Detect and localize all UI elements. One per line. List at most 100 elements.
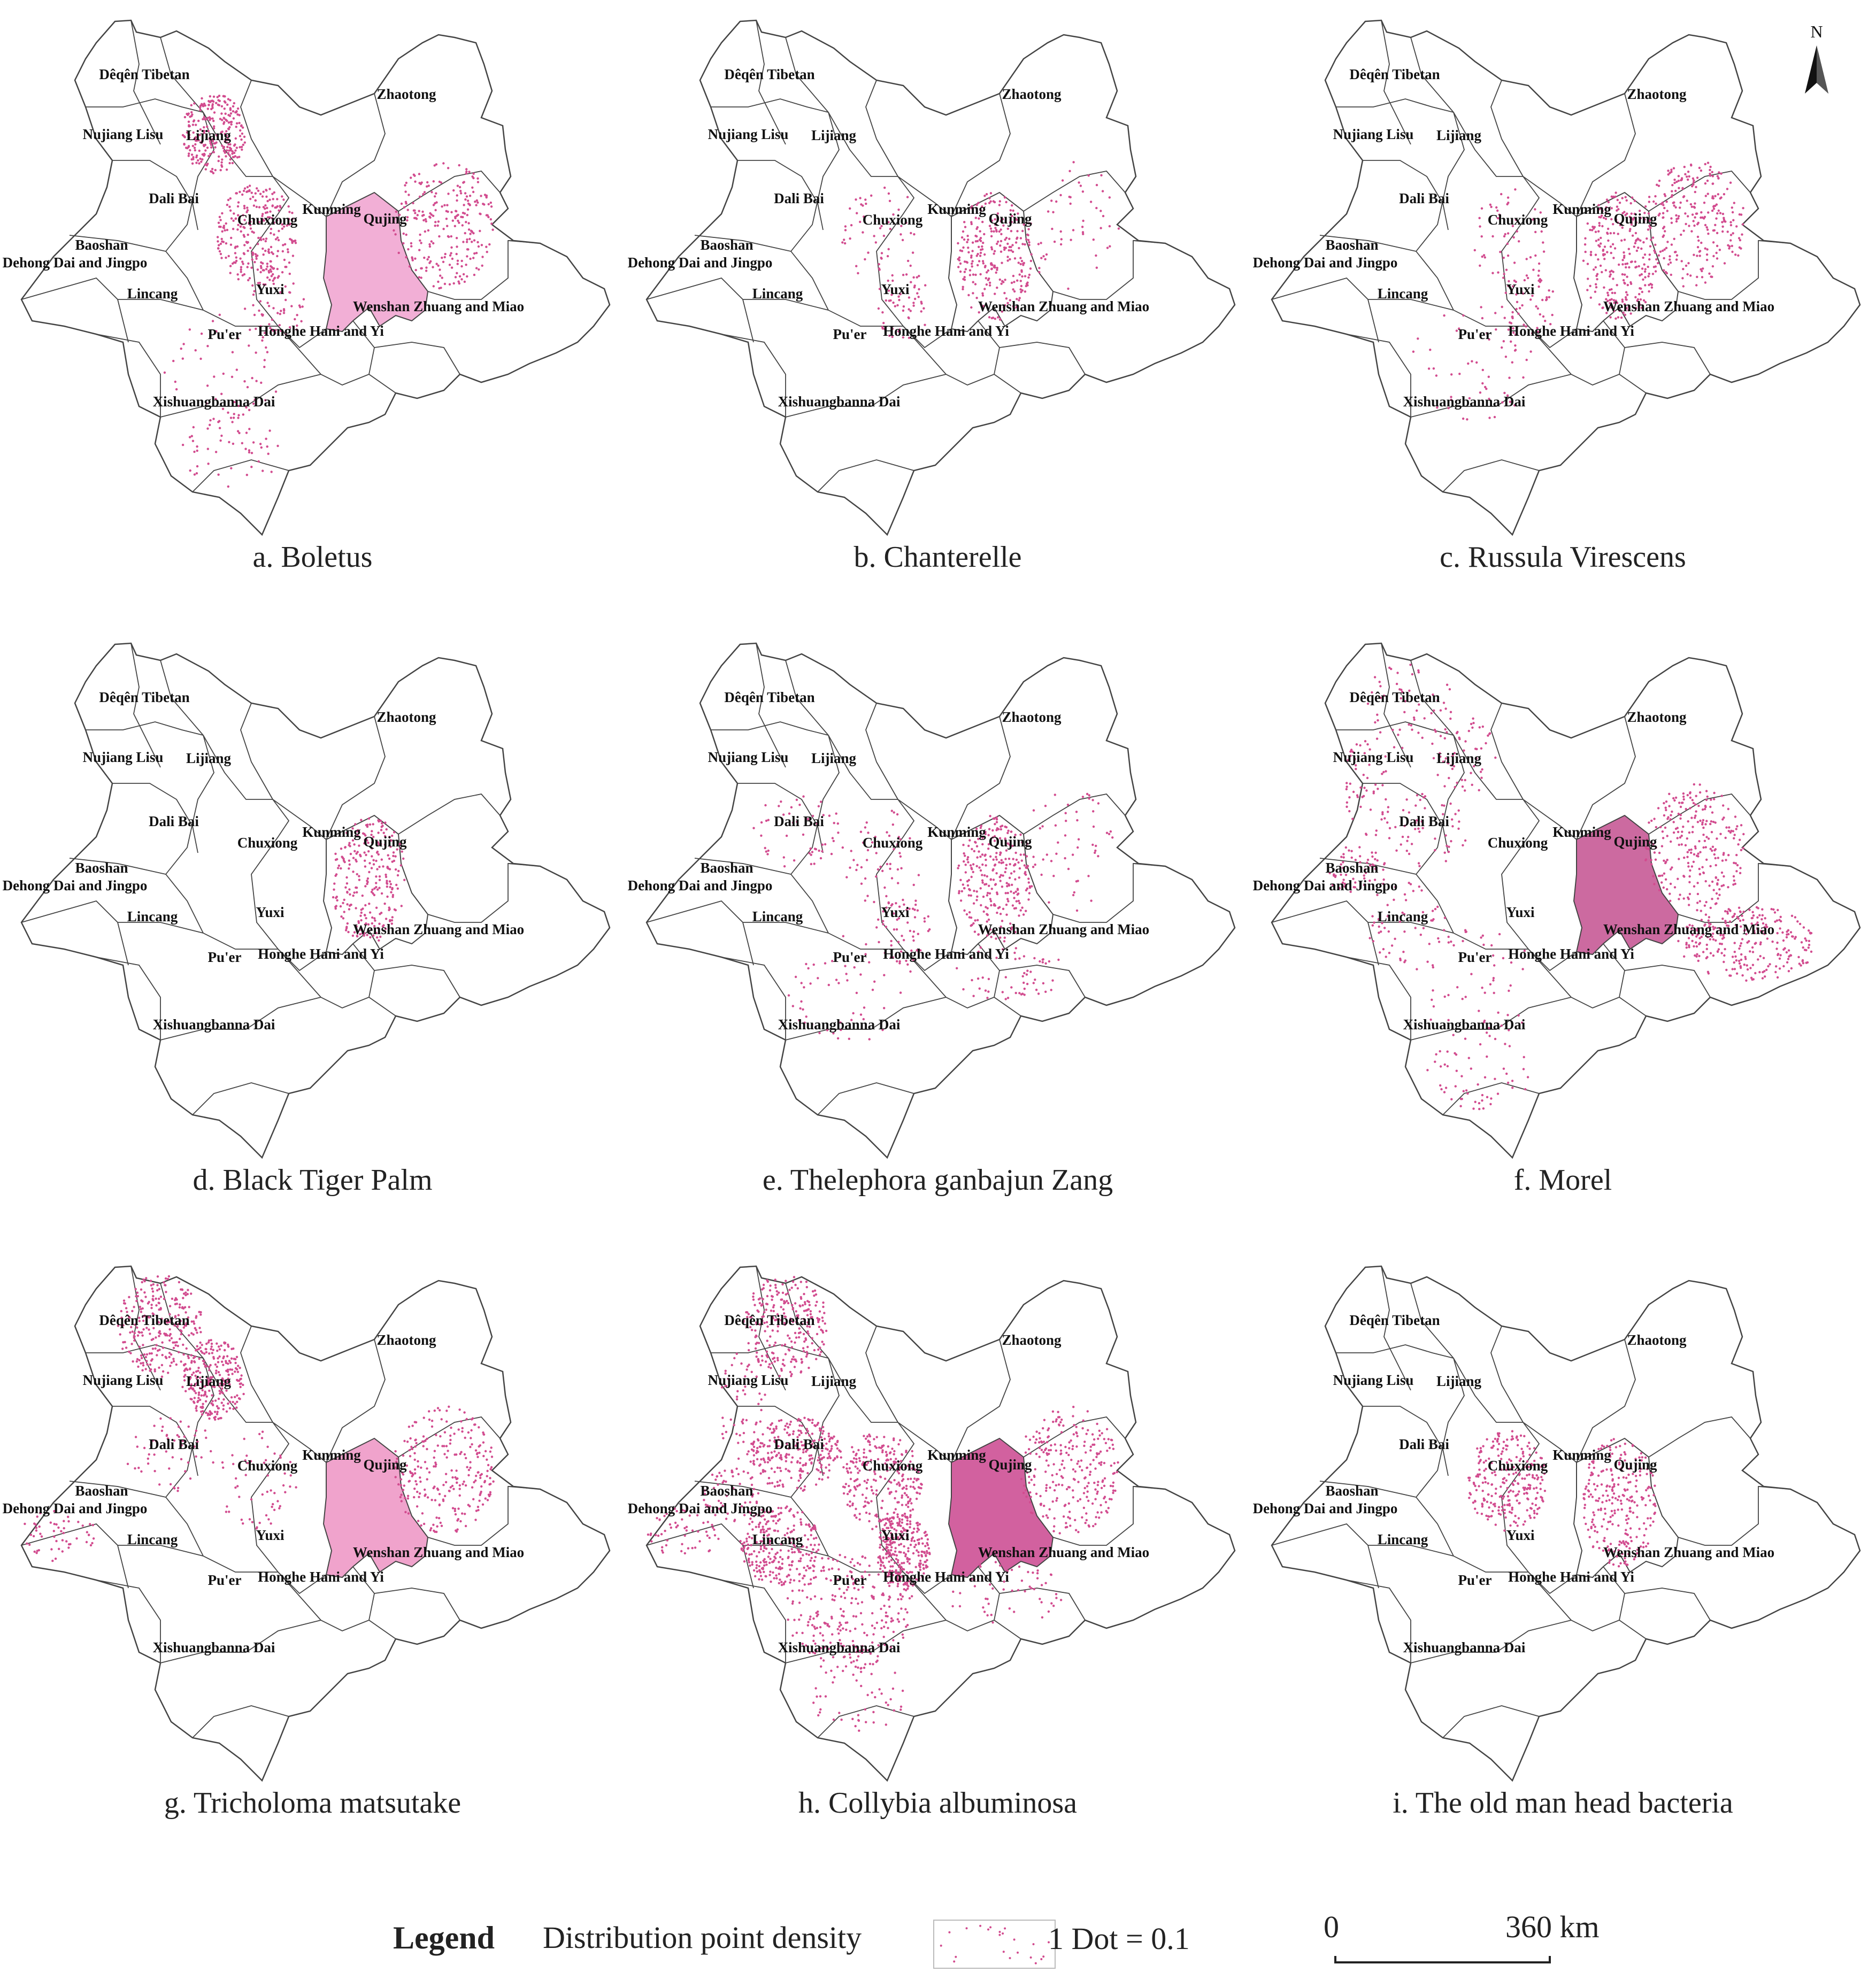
density-dot — [979, 856, 982, 858]
density-dot — [1664, 878, 1667, 881]
density-dot — [979, 251, 982, 255]
density-dot — [1742, 847, 1744, 850]
density-dot — [371, 855, 373, 858]
density-dot — [360, 911, 363, 914]
density-dot — [262, 206, 265, 209]
density-dot — [193, 1445, 196, 1448]
density-dot — [1475, 757, 1478, 760]
density-dot — [1643, 270, 1647, 273]
density-dot — [222, 145, 226, 149]
density-dot — [1467, 1057, 1470, 1059]
density-dot — [1709, 952, 1712, 954]
density-dot — [241, 442, 243, 444]
density-dot — [1628, 215, 1631, 218]
density-dot — [1534, 208, 1536, 211]
density-dot — [809, 847, 812, 850]
prefecture-boundary — [86, 721, 204, 736]
density-dot — [422, 219, 425, 222]
place-label-dehong: Dehong Dai and Jingpo — [1253, 255, 1398, 271]
density-dot — [1662, 837, 1665, 839]
density-dot — [1021, 992, 1024, 995]
density-dot — [1650, 283, 1654, 286]
density-dot — [193, 473, 196, 476]
density-dot — [1647, 265, 1649, 268]
density-dot — [201, 1413, 204, 1416]
density-dot — [1005, 864, 1008, 866]
density-dot — [1655, 258, 1658, 261]
density-dot — [1739, 965, 1742, 968]
density-dot — [1726, 230, 1729, 233]
density-dot — [1701, 276, 1704, 279]
density-dot — [270, 228, 273, 230]
density-dot — [181, 1306, 183, 1309]
density-dot — [1706, 161, 1710, 164]
density-dot — [188, 125, 191, 128]
density-dot — [119, 1333, 121, 1336]
density-dot — [394, 233, 397, 236]
density-dot — [463, 1411, 466, 1414]
density-dot — [1647, 848, 1650, 851]
density-dot — [236, 1400, 239, 1403]
density-dot — [1675, 214, 1678, 217]
density-dot — [467, 248, 470, 251]
density-dot — [1808, 939, 1811, 942]
density-dot — [1001, 948, 1004, 951]
density-dot — [368, 862, 371, 865]
density-dot — [422, 193, 425, 196]
density-dot — [1695, 212, 1698, 215]
density-dot — [448, 1490, 451, 1492]
density-dot — [1536, 327, 1539, 329]
density-dot — [173, 1439, 176, 1442]
density-dot — [989, 878, 992, 881]
density-dot — [221, 1387, 224, 1390]
density-dot — [253, 290, 256, 292]
density-dot — [1413, 718, 1416, 721]
density-dot — [433, 1465, 435, 1468]
density-dot — [199, 1341, 202, 1344]
density-dot — [1410, 843, 1413, 845]
density-dot — [282, 312, 286, 314]
density-dot — [1450, 764, 1454, 767]
prefecture-boundary — [694, 235, 829, 311]
density-dot — [1019, 909, 1022, 912]
density-dot — [195, 1455, 197, 1458]
density-dot — [1439, 755, 1442, 758]
density-dot — [138, 1345, 141, 1348]
density-dot — [1082, 219, 1085, 222]
density-dot — [252, 402, 255, 405]
density-dot — [276, 255, 279, 258]
density-dot — [423, 191, 426, 194]
density-dot — [1448, 845, 1450, 848]
density-dot — [1483, 1019, 1486, 1022]
density-dot — [927, 930, 930, 933]
density-dot — [917, 933, 919, 935]
density-dot — [1631, 196, 1634, 199]
density-dot — [1751, 946, 1754, 949]
density-dot — [1364, 872, 1367, 874]
density-dot — [277, 238, 280, 242]
density-dot — [271, 217, 273, 220]
density-dot — [1687, 865, 1690, 868]
density-dot — [214, 1418, 217, 1421]
density-dot — [246, 209, 249, 212]
prefecture-boundary — [160, 37, 273, 177]
density-dot — [1810, 950, 1813, 953]
density-dot — [181, 134, 184, 136]
density-dot — [464, 1436, 466, 1439]
density-dot — [1003, 291, 1006, 295]
density-dot — [842, 935, 844, 937]
density-dot — [176, 1434, 179, 1437]
density-dot — [1682, 268, 1685, 271]
density-dot — [1443, 804, 1446, 807]
density-dot — [237, 417, 240, 419]
density-dot — [226, 103, 229, 106]
place-label-kunming: Kunming — [302, 201, 361, 217]
prefecture-boundary — [817, 1082, 914, 1115]
density-dot — [1012, 858, 1014, 860]
density-dot — [1678, 858, 1680, 860]
prefecture-boundary — [1410, 374, 1572, 418]
density-dot — [840, 1028, 842, 1031]
density-dot — [1804, 937, 1806, 940]
density-dot — [1698, 250, 1701, 253]
density-dot — [802, 833, 805, 836]
